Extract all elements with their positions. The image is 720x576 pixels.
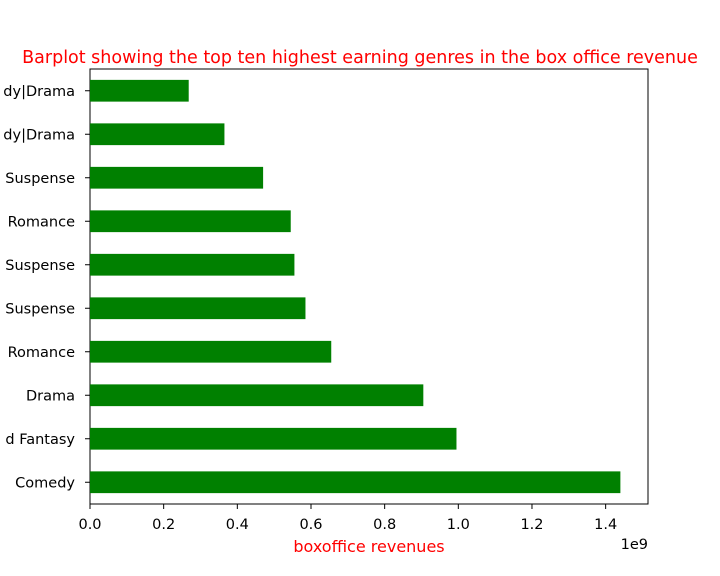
x-axis-label: boxoffice revenues xyxy=(293,537,444,556)
y-tick-label: Comedy xyxy=(15,475,75,491)
bar xyxy=(90,340,332,363)
y-tick-label: Romance xyxy=(8,214,75,230)
bar xyxy=(90,253,295,276)
x-tick-label: 0.6 xyxy=(299,517,322,533)
x-tick-label: 1.2 xyxy=(520,517,543,533)
y-tick-label: dy|Drama xyxy=(3,127,75,143)
bar xyxy=(90,166,264,189)
bar xyxy=(90,210,291,233)
x-axis-offset-label: 1e9 xyxy=(621,537,648,553)
x-tick-label: 1.4 xyxy=(594,517,617,533)
bars-group xyxy=(90,79,621,494)
y-tick-label: Suspense xyxy=(5,301,75,317)
x-tick-label: 0.8 xyxy=(373,517,396,533)
bar xyxy=(90,471,621,494)
chart-title: Barplot showing the top ten highest earn… xyxy=(22,48,698,68)
y-tick-label: Drama xyxy=(26,388,75,404)
plot-frame xyxy=(89,68,649,505)
y-tick-label: Suspense xyxy=(5,258,75,274)
y-tick-label: dy|Drama xyxy=(3,84,75,100)
x-tick-label: 0.2 xyxy=(152,517,175,533)
x-tick-label: 0.0 xyxy=(78,517,101,533)
bar xyxy=(90,123,225,146)
plot-area xyxy=(89,68,649,505)
y-tick-label: Suspense xyxy=(5,171,75,187)
y-tick-label: Romance xyxy=(8,345,75,361)
x-tick-label: 1.0 xyxy=(447,517,470,533)
y-axis-ticks: Comedy d Fantasy Drama Romance Suspense Suspe… xyxy=(3,84,90,491)
x-axis-ticks: 0.0 0.2 0.4 0.6 0.8 1.0 1.2 1.4 xyxy=(78,504,617,533)
x-tick-label: 0.4 xyxy=(226,517,249,533)
bar xyxy=(90,427,457,450)
y-tick-label: d Fantasy xyxy=(5,432,75,448)
bar xyxy=(90,79,189,102)
bar xyxy=(90,297,306,320)
bar xyxy=(90,384,424,407)
